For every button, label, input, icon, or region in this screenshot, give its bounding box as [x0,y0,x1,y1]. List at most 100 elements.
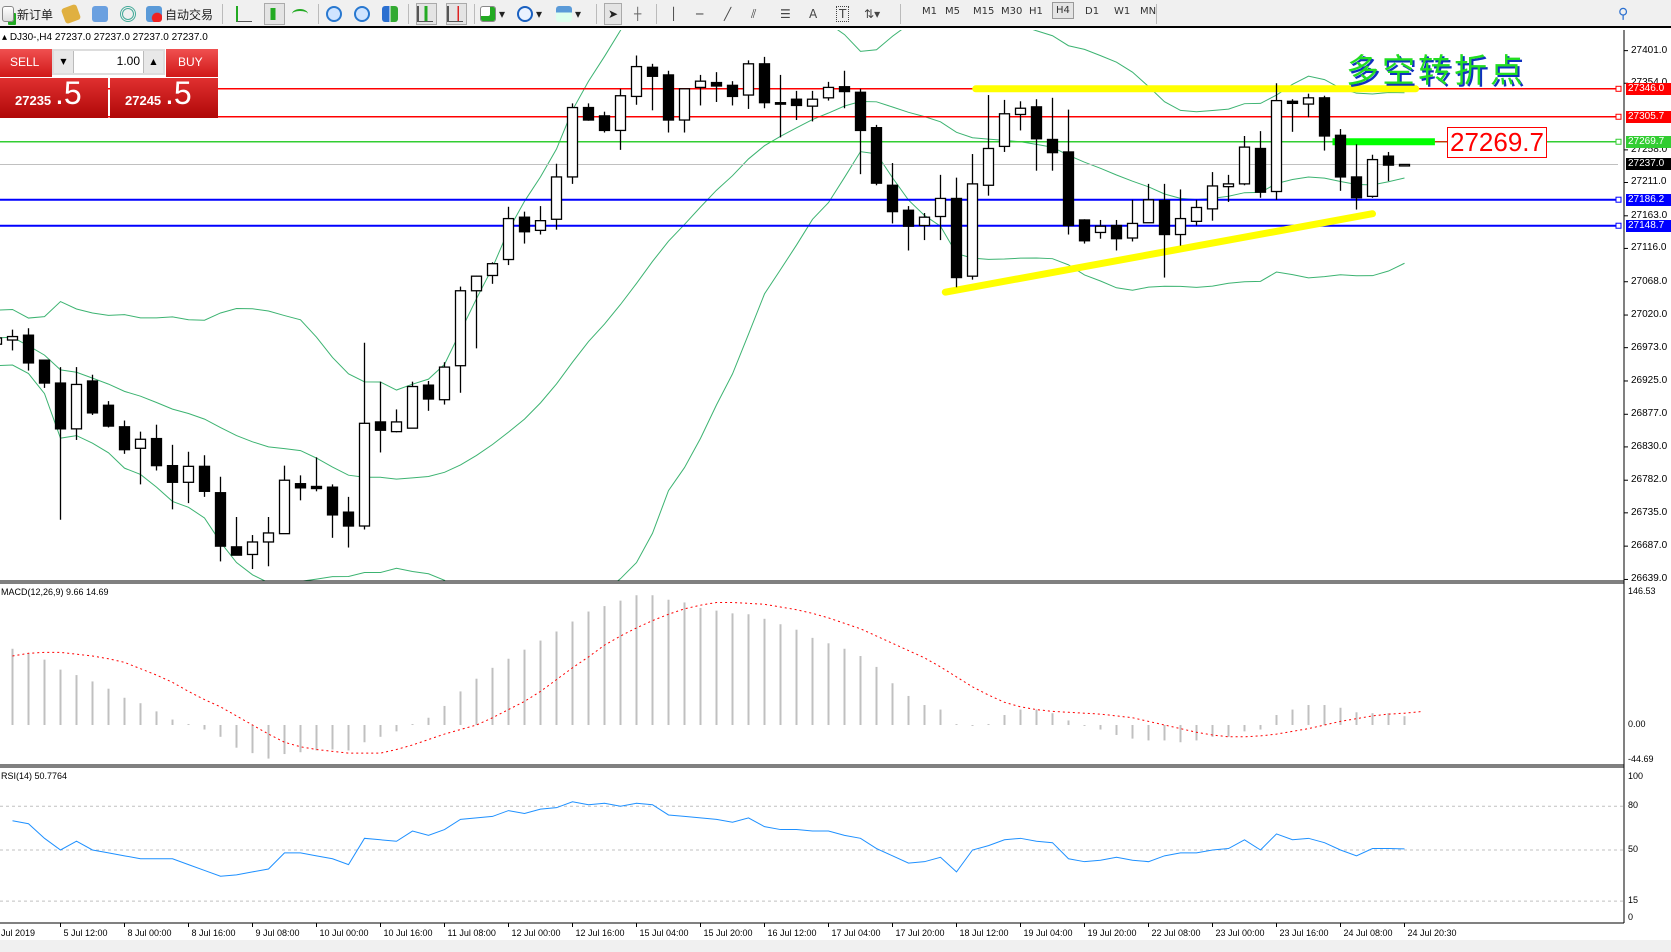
sell-button[interactable]: SELL [0,49,52,77]
candle-body [806,98,819,107]
candle [630,55,643,105]
indicators-button[interactable]: ▾ [480,3,505,25]
candlestick-chart-button[interactable] [264,3,285,25]
trendline-button[interactable]: ╱ [724,3,731,25]
candle [6,329,19,351]
candle [486,262,499,284]
new-order-label: 新订单 [17,7,54,22]
macd-axis-label: 0.00 [1628,719,1646,729]
zoom-out-icon [354,6,370,22]
buy-button[interactable]: BUY [166,49,218,77]
candle [870,124,883,186]
horizontal-line-button[interactable]: ─ [696,3,703,25]
status-strip [0,940,1671,952]
zoom-in-button[interactable] [326,3,345,25]
timeframe-h4[interactable]: H4 [1052,2,1074,19]
new-order-button[interactable]: 新订单 [2,3,53,25]
price-tag-27237.0: 27237.0 [1626,158,1671,171]
autoscroll-button[interactable] [416,3,437,25]
candle [1382,151,1395,182]
price-axis-label: 26782.0 [1631,474,1668,486]
collapse-triangle-icon[interactable]: ▴ [2,32,10,43]
pivot-price-label[interactable]: 27269.7 [1447,127,1547,158]
symbol-info-text: DJ30-,H4 27237.0 27237.0 27237.0 27237.0 [9,32,208,43]
candle-body [694,80,707,89]
bar-chart-button[interactable] [236,3,255,25]
arrows-icon: ⇅ [864,7,875,21]
candle-body [390,421,403,433]
crosshair-button[interactable]: ┼ [634,3,641,25]
candle-body [214,492,227,547]
candle [806,90,819,122]
candle-body [1350,176,1363,199]
candle [502,206,515,266]
zoom-out-button[interactable] [354,3,373,25]
cursor-button[interactable]: ➤ [604,3,623,25]
separator [318,4,319,24]
symbol-info: ▴ DJ30-,H4 27237.0 27237.0 27237.0 27237… [2,32,208,43]
navigator-button[interactable] [92,3,111,25]
fibonacci-button[interactable]: ☰ [780,3,791,25]
chart-shift-button[interactable] [446,3,467,25]
candle-body [1174,217,1187,236]
templates-button[interactable]: ▾ [556,3,581,25]
timeframe-m15[interactable]: M15 [973,6,995,17]
lot-stepper[interactable]: ▼ 1.00 ▲ [52,49,165,75]
candle-body [726,84,739,98]
candle [454,286,467,393]
timeframe-w1[interactable]: W1 [1114,6,1131,17]
time-axis-label: 10 Jul 16:00 [383,928,433,938]
price-tag-27346.0: 27346.0 [1626,82,1671,95]
equidistant-channel-button[interactable]: ⫽ [751,3,756,25]
text-label-button[interactable]: T [836,3,850,25]
auto-trading-button[interactable]: 自动交易 [146,3,213,25]
auto-trading-icon [146,6,162,22]
search-button[interactable]: ⚲ [1618,3,1628,25]
price-tag-27148.7: 27148.7 [1626,219,1671,232]
timeframe-mn[interactable]: MN [1140,6,1157,17]
timeframe-m5[interactable]: M5 [945,6,960,17]
arrows-button[interactable]: ⇅ ▾ [864,7,881,21]
lot-decrease-button[interactable]: ▼ [54,51,74,73]
candle-body [950,197,963,279]
candle [1238,135,1251,186]
price-axis-label: 26925.0 [1631,374,1668,386]
candle [998,99,1011,152]
candle-body [582,106,595,121]
timeframe-m1[interactable]: M1 [922,6,937,17]
lot-increase-button[interactable]: ▲ [143,51,163,73]
candle-body [262,532,275,543]
price-axis-label: 27020.0 [1631,309,1668,321]
tile-windows-button[interactable] [382,3,401,25]
annotation-turning-point[interactable]: 多空转折点 [1346,51,1526,90]
candle [934,174,947,241]
candle [822,81,835,101]
signals-button[interactable] [120,3,139,25]
candle-body [774,102,787,105]
timeframe-m30[interactable]: M30 [1001,6,1023,17]
price-axis-label: 27116.0 [1631,242,1667,254]
text-button[interactable]: A [809,3,817,25]
candle-body [870,127,883,184]
periods-button[interactable]: ▾ [517,3,542,25]
time-axis-label: 9 Jul 08:00 [255,928,300,938]
vertical-line-button[interactable]: │ [670,3,677,25]
time-axis-label: 24 Jul 08:00 [1343,928,1393,938]
sell-label: SELL [10,55,40,69]
timeframe-h1[interactable]: H1 [1029,6,1043,17]
timeframe-d1[interactable]: D1 [1085,6,1100,17]
separator [222,4,223,24]
time-axis-label: 10 Jul 00:00 [319,928,369,938]
bar-chart-icon [236,6,252,22]
macd-pane [0,595,1624,759]
vertical-line-icon: │ [670,7,678,21]
lot-input[interactable]: 1.00 [116,54,140,68]
buy-price-button[interactable]: 27245 .5 [110,75,218,118]
candle-body [1206,185,1219,210]
candle [342,496,355,548]
candle-body [1222,183,1235,188]
line-chart-button[interactable] [292,3,311,25]
sell-price-button[interactable]: 27235 .5 [0,75,108,118]
candle [966,154,979,280]
